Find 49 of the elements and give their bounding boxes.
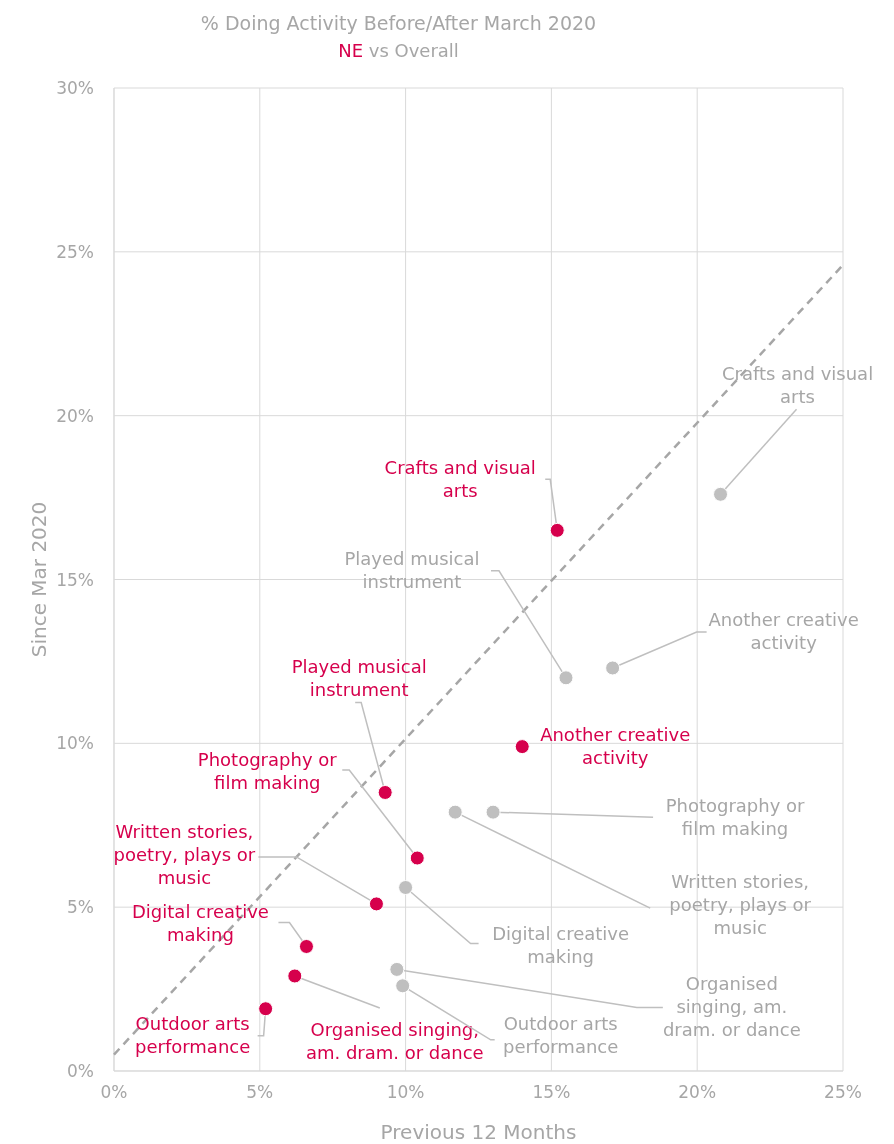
point (377, 784, 393, 800)
x-tick-label: 25% (824, 1082, 862, 1102)
chart-title: % Doing Activity Before/After March 2020 (200, 12, 597, 34)
annotation: Written stories, poetry, plays or music (669, 871, 812, 939)
x-tick-label: 20% (678, 1082, 717, 1102)
annotation: Outdoor arts performance (503, 1013, 619, 1058)
point (605, 660, 621, 676)
point (485, 804, 501, 820)
y-tick-label: 0% (67, 1061, 94, 1081)
point (395, 978, 411, 994)
x-tick-label: 5% (246, 1082, 274, 1102)
y-tick-label: 10% (56, 733, 94, 754)
point (287, 968, 303, 984)
x-tick-label: 15% (532, 1082, 571, 1102)
point (389, 961, 405, 977)
annotation: Organised singing, am. dram. or dance (662, 973, 801, 1041)
annotation: Written stories, poetry, plays or music (113, 820, 256, 888)
point (558, 670, 574, 686)
point (447, 804, 463, 820)
point (298, 938, 314, 954)
point (258, 1001, 274, 1017)
point (713, 486, 729, 502)
y-tick-label: 25% (56, 241, 94, 262)
annotation: Digital creative making (132, 900, 269, 945)
point (409, 850, 425, 866)
x-axis-title: Previous 12 Months (380, 1120, 577, 1144)
annotation: Crafts and visual arts (384, 456, 536, 501)
point (514, 739, 530, 755)
x-tick-label: 10% (386, 1082, 425, 1102)
y-tick-label: 5% (67, 897, 94, 918)
point (368, 896, 384, 912)
y-tick-label: 20% (56, 405, 94, 426)
annotation: Played musical instrument (344, 548, 480, 593)
annotation: Another creative activity (708, 609, 859, 654)
annotation: Photography or film making (197, 748, 338, 793)
annotation: Photography or film making (665, 794, 806, 839)
annotation: Outdoor arts performance (134, 1013, 251, 1058)
annotation: Crafts and visual arts (721, 362, 874, 407)
annotation: Another creative activity (540, 724, 691, 769)
y-axis-title: Since Mar 2020 (27, 501, 51, 658)
point (549, 522, 565, 538)
y-tick-label: 30% (56, 78, 94, 98)
annotation: Organised singing, am. dram. or dance (305, 1019, 484, 1064)
x-tick-label: 0% (100, 1082, 128, 1102)
annotation: Digital creative making (492, 923, 630, 968)
point (398, 880, 414, 896)
chart-subtitle: NE vs Overall (338, 40, 459, 61)
y-tick-label: 15% (56, 569, 94, 590)
annotation: Played musical instrument (291, 655, 427, 700)
